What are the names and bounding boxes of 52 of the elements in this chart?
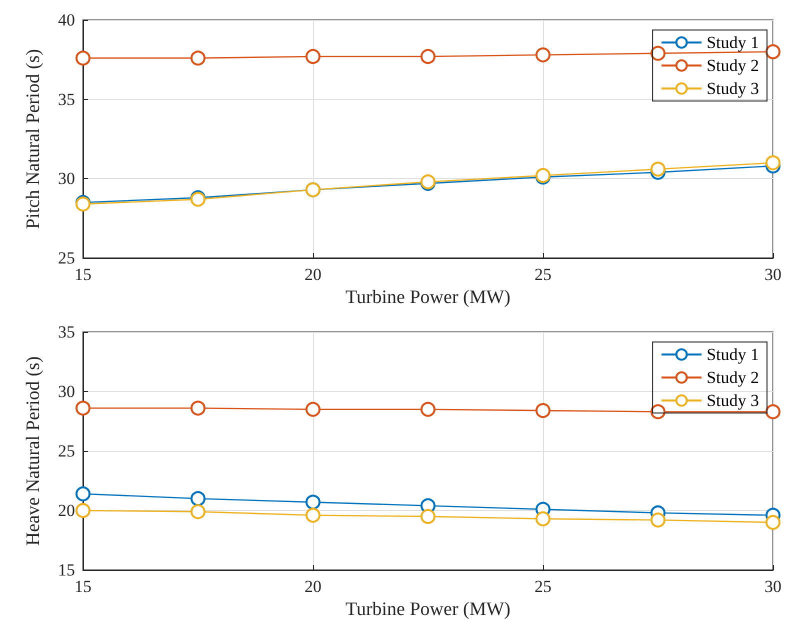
point	[306, 508, 320, 523]
point	[420, 402, 436, 417]
point	[76, 400, 90, 416]
point	[650, 162, 666, 177]
legend-label: Study 3	[706, 79, 760, 98]
y-tick-label: 35	[58, 322, 75, 342]
point	[650, 46, 666, 61]
y-tick-label: 25	[58, 248, 75, 268]
x-tick-label: 15	[74, 577, 92, 596]
point	[190, 504, 206, 520]
legend-label: Study 2	[706, 368, 760, 387]
y-axis-title: Heave Natural Period (s)	[23, 356, 44, 546]
point	[420, 48, 436, 64]
point	[420, 508, 436, 524]
point	[190, 50, 206, 66]
legend-label: Study 2	[706, 56, 760, 75]
legend-label: Study 3	[706, 391, 760, 410]
point	[536, 47, 550, 62]
x-axis-title: Turbine Power (MW)	[345, 599, 511, 620]
y-tick-label: 20	[58, 501, 75, 520]
x-tick-label: 30	[764, 577, 782, 596]
point	[766, 155, 780, 170]
point	[766, 404, 780, 420]
point	[766, 44, 780, 60]
point	[536, 403, 550, 418]
point	[650, 512, 666, 528]
y-tick-label: 35	[58, 90, 75, 109]
point	[76, 486, 90, 502]
y-tick-label: 30	[58, 169, 75, 188]
x-tick-label: 15	[74, 265, 92, 284]
y-axis-title: Pitch Natural Period (s)	[23, 49, 44, 229]
x-axis-title: Turbine Power (MW)	[345, 287, 511, 308]
x-tick-label: 30	[764, 265, 782, 284]
point	[306, 402, 320, 417]
y-tick-label: 25	[58, 442, 75, 460]
x-tick-label: 25	[534, 265, 552, 284]
y-tick-label: 15	[58, 560, 75, 580]
legend-label: Study 1	[706, 345, 760, 364]
y-tick-label: 30	[58, 382, 75, 401]
point	[76, 50, 90, 66]
point	[190, 400, 206, 416]
x-tick-label: 20	[304, 265, 322, 284]
point	[766, 514, 780, 530]
point	[190, 491, 206, 506]
x-tick-label: 20	[304, 577, 322, 596]
y-tick-label: 40	[58, 10, 75, 30]
point	[306, 494, 320, 510]
x-tick-label: 25	[534, 577, 552, 596]
point	[76, 503, 90, 518]
point	[536, 511, 550, 526]
point	[306, 48, 320, 64]
legend-label: Study 1	[706, 33, 760, 52]
